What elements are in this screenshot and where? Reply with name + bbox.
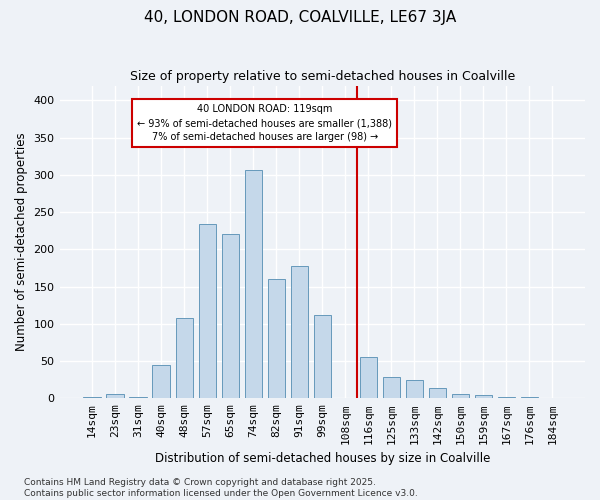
Bar	[176, 318, 193, 398]
Bar	[130, 397, 147, 398]
Bar	[383, 376, 400, 398]
Bar	[106, 394, 124, 398]
X-axis label: Distribution of semi-detached houses by size in Coalville: Distribution of semi-detached houses by …	[155, 452, 490, 465]
Bar	[290, 266, 308, 398]
Bar	[245, 170, 262, 398]
Bar	[314, 315, 331, 398]
Text: 40 LONDON ROAD: 119sqm
← 93% of semi-detached houses are smaller (1,388)
7% of s: 40 LONDON ROAD: 119sqm ← 93% of semi-det…	[137, 104, 392, 142]
Bar	[152, 365, 170, 398]
Bar	[199, 224, 216, 398]
Bar	[268, 279, 285, 398]
Bar	[83, 397, 101, 398]
Bar	[221, 234, 239, 398]
Bar	[406, 380, 423, 398]
Bar	[429, 388, 446, 398]
Y-axis label: Number of semi-detached properties: Number of semi-detached properties	[15, 132, 28, 351]
Bar	[521, 397, 538, 398]
Bar	[498, 397, 515, 398]
Title: Size of property relative to semi-detached houses in Coalville: Size of property relative to semi-detach…	[130, 70, 515, 83]
Text: Contains HM Land Registry data © Crown copyright and database right 2025.
Contai: Contains HM Land Registry data © Crown c…	[24, 478, 418, 498]
Bar	[475, 394, 492, 398]
Bar	[452, 394, 469, 398]
Text: 40, LONDON ROAD, COALVILLE, LE67 3JA: 40, LONDON ROAD, COALVILLE, LE67 3JA	[144, 10, 456, 25]
Bar	[359, 358, 377, 399]
